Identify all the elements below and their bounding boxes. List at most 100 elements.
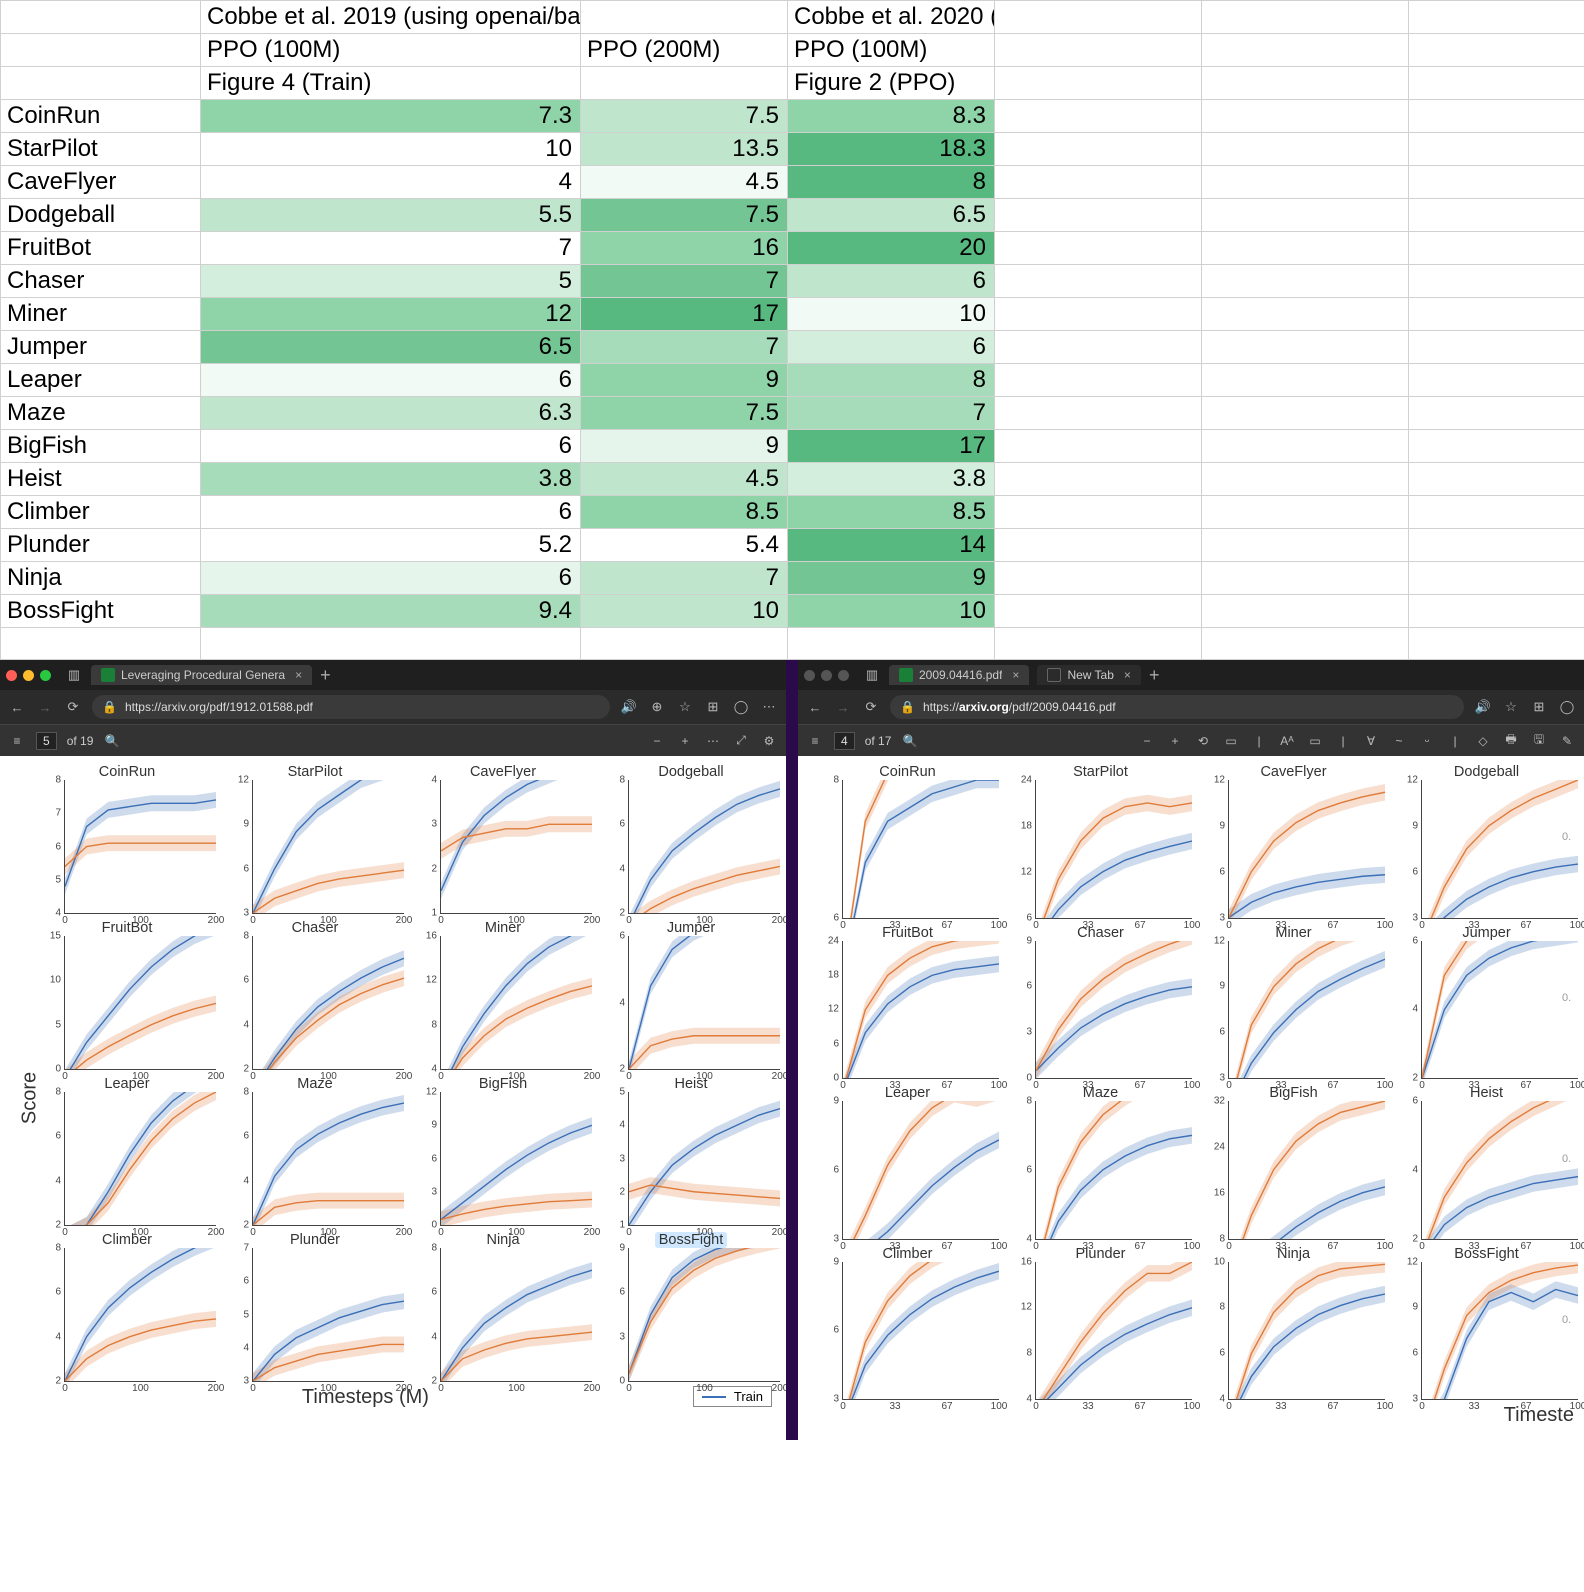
- reload-icon[interactable]: ⟳: [862, 698, 880, 716]
- subplot: BigFish 816243203367100: [1202, 1085, 1385, 1240]
- address-bar[interactable]: 🔒 https://arxiv.org/pdf/1912.01588.pdf: [92, 695, 610, 719]
- cell: [1202, 397, 1409, 430]
- cropped-tick: 0.: [1562, 992, 1582, 1004]
- cell: CaveFlyer: [1, 166, 201, 199]
- cell: [995, 331, 1202, 364]
- cell: Dodgeball: [1, 199, 201, 232]
- more-icon[interactable]: ⋯: [704, 732, 722, 750]
- url-text: https://arxiv.org/pdf/1912.01588.pdf: [125, 700, 313, 714]
- cell: [1409, 133, 1584, 166]
- cell: 5.5: [201, 199, 581, 232]
- browser-tab-inactive[interactable]: New Tab ×: [1037, 665, 1141, 685]
- cell: 7.5: [581, 100, 788, 133]
- close-tab-icon[interactable]: ×: [1012, 668, 1019, 682]
- subplot: CoinRun 456780100200: [38, 764, 216, 914]
- forward-icon[interactable]: →: [834, 698, 852, 716]
- cell: [788, 628, 995, 660]
- cell: [1202, 67, 1409, 100]
- cell: PPO (100M): [201, 34, 581, 67]
- search-icon[interactable]: 🔍: [901, 732, 919, 750]
- cell: 6: [201, 430, 581, 463]
- zoom-out-icon[interactable]: −: [648, 732, 666, 750]
- cell: 7: [788, 397, 995, 430]
- reload-icon[interactable]: ⟳: [64, 698, 82, 716]
- profile-icon[interactable]: ◯: [732, 698, 750, 716]
- subplot: BigFish 0369120100200: [414, 1076, 592, 1226]
- subplot: Ninja 24680100200: [414, 1232, 592, 1382]
- address-bar[interactable]: 🔒 https://arxiv.org/pdf/2009.04416.pdf: [890, 695, 1464, 719]
- cell: 10: [581, 595, 788, 628]
- cell: [995, 199, 1202, 232]
- cell: [581, 67, 788, 100]
- favorites-icon[interactable]: ☆: [676, 698, 694, 716]
- cell: [995, 133, 1202, 166]
- browser-tab[interactable]: 2009.04416.pdf ×: [889, 665, 1029, 685]
- cell: Cobbe et al. 2020 (re-refactored PPO): [788, 1, 995, 34]
- favorites-icon[interactable]: ☆: [1502, 698, 1520, 716]
- cell: [1202, 496, 1409, 529]
- page-number[interactable]: 5: [36, 732, 57, 750]
- cell: 4.5: [581, 463, 788, 496]
- profile-icon[interactable]: ◯: [1558, 698, 1576, 716]
- cell: [1202, 628, 1409, 660]
- back-icon[interactable]: ←: [8, 698, 26, 716]
- cell: 17: [581, 298, 788, 331]
- cell: 13.5: [581, 133, 788, 166]
- zoom-in-icon[interactable]: +: [676, 732, 694, 750]
- tab-title: Leveraging Procedural Genera: [121, 668, 285, 682]
- cell: [1409, 199, 1584, 232]
- forward-icon[interactable]: →: [36, 698, 54, 716]
- lock-icon: 🔒: [900, 700, 915, 714]
- fit-icon[interactable]: ⤢: [732, 732, 750, 750]
- sidebar-icon[interactable]: ▥: [863, 666, 881, 684]
- contents-icon[interactable]: ≡: [8, 732, 26, 750]
- subplot: Jumper 2460100200: [602, 920, 780, 1070]
- page-total: of 17: [865, 734, 892, 748]
- cell: Climber: [1, 496, 201, 529]
- search-icon[interactable]: 🔍: [103, 732, 121, 750]
- cell: PPO (100M): [788, 34, 995, 67]
- close-tab-icon[interactable]: ×: [1124, 668, 1131, 682]
- favicon-icon: [101, 668, 115, 682]
- cell: 6.5: [201, 331, 581, 364]
- cell: 3.8: [201, 463, 581, 496]
- page-number[interactable]: 4: [834, 732, 855, 750]
- subplot: Maze 46803367100: [1009, 1085, 1192, 1240]
- cell: 5: [201, 265, 581, 298]
- cell: PPO (200M): [581, 34, 788, 67]
- read-aloud-icon[interactable]: 🔊: [620, 698, 638, 716]
- paper-figure-2020: CoinRun 6803367100StarPilot 612182403367…: [798, 756, 1584, 1440]
- settings-icon[interactable]: ⚙: [760, 732, 778, 750]
- sidebar-icon[interactable]: ▥: [65, 666, 83, 684]
- cell: [995, 496, 1202, 529]
- subplot: FruitBot 0612182403367100: [816, 925, 999, 1080]
- read-aloud-icon[interactable]: 🔊: [1474, 698, 1492, 716]
- new-tab-button[interactable]: +: [1149, 665, 1160, 686]
- menu-icon[interactable]: ⋯: [760, 698, 778, 716]
- new-tab-button[interactable]: +: [320, 665, 331, 686]
- collections-icon[interactable]: ⊞: [1530, 698, 1548, 716]
- browser-tab[interactable]: Leveraging Procedural Genera ×: [91, 665, 312, 685]
- back-icon[interactable]: ←: [806, 698, 824, 716]
- cell: [1409, 397, 1584, 430]
- contents-icon[interactable]: ≡: [806, 732, 824, 750]
- subplot: BossFight 03690100200: [602, 1232, 780, 1382]
- collections-icon[interactable]: ⊞: [704, 698, 722, 716]
- translate-icon[interactable]: ⊕: [648, 698, 666, 716]
- cell: Figure 4 (Train): [201, 67, 581, 100]
- browser-row: ▥ Leveraging Procedural Genera × + ← → ⟳…: [0, 660, 1584, 1440]
- subplot: Miner 4812160100200: [414, 920, 592, 1070]
- results-table: Cobbe et al. 2019 (using openai/baseline…: [0, 0, 1584, 660]
- subplot-title: CoinRun: [38, 764, 216, 780]
- close-tab-icon[interactable]: ×: [295, 668, 302, 682]
- cell: [995, 232, 1202, 265]
- subplot: CoinRun 6803367100: [816, 764, 999, 919]
- subplot: Dodgeball 24680100200: [602, 764, 780, 914]
- cell: 7: [581, 265, 788, 298]
- cell: [1202, 265, 1409, 298]
- cell: [1202, 166, 1409, 199]
- subplot-title: Dodgeball: [602, 764, 780, 780]
- lock-icon: 🔒: [102, 700, 117, 714]
- paper-figure-2019: Score CoinRun 456780100200StarPilot 3691…: [0, 756, 786, 1440]
- cell: [1409, 364, 1584, 397]
